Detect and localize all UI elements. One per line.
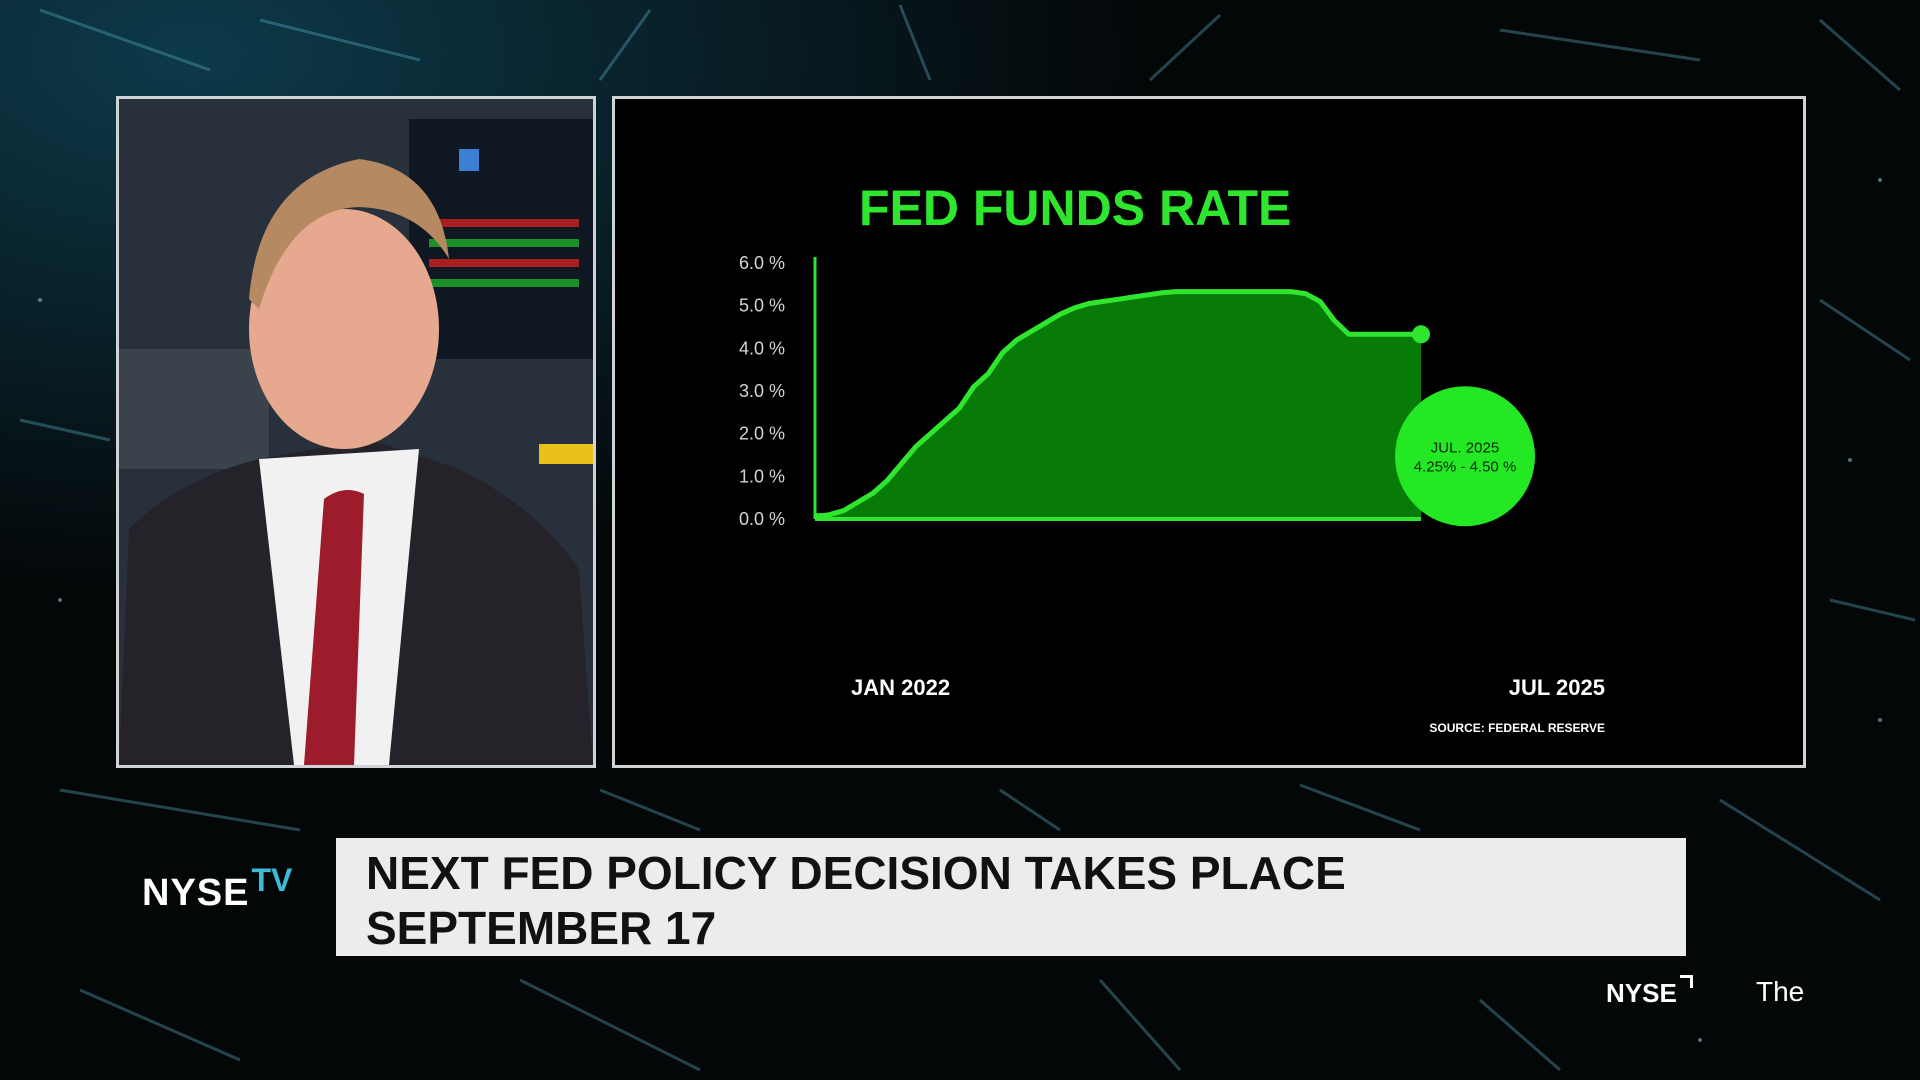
nyse-mini-logo: NYSE — [1606, 975, 1693, 1009]
y-tick-label: 3.0 % — [739, 381, 785, 401]
headline: NEXT FED POLICY DECISION TAKES PLACE SEP… — [366, 846, 1666, 956]
y-tick-label: 1.0 % — [739, 466, 785, 486]
y-tick-label: 2.0 % — [739, 424, 785, 444]
ticker-text: The — [1756, 976, 1805, 1007]
nyse-tv-logo-nyse: NYSE — [142, 872, 250, 914]
end-point-marker — [1412, 325, 1430, 344]
source-note: SOURCE: FEDERAL RESERVE — [1429, 721, 1605, 735]
y-tick-label: 0.0 % — [739, 509, 785, 529]
y-tick-label: 5.0 % — [739, 296, 785, 316]
rate-line — [815, 289, 1421, 519]
fed-funds-chart: FED FUNDS RATE 6.0 % 5.0 % 4.0 % 3.0 % 2.0 %… — [739, 180, 1605, 735]
chart-panel: FED FUNDS RATE 6.0 % 5.0 % 4.0 % 3.0 % 2.0 %… — [612, 96, 1806, 768]
lower-third-banner: NEXT FED POLICY DECISION TAKES PLACE SEP… — [336, 838, 1686, 956]
headline-line-1: NEXT FED POLICY DECISION TAKES PLACE — [366, 847, 1346, 899]
presenter-illustration — [119, 99, 593, 765]
callout-date: JUL. 2025 — [1431, 439, 1499, 456]
y-tick-label: 6.0 % — [739, 253, 785, 273]
headline-line-2: SEPTEMBER 17 — [366, 902, 717, 954]
y-tick-label: 4.0 % — [739, 338, 785, 358]
presenter-video-frame — [116, 96, 596, 768]
x-start-label: JAN 2022 — [851, 675, 950, 700]
x-end-label: JUL 2025 — [1509, 675, 1605, 700]
nyse-tv-logo: NYSETV — [142, 862, 292, 915]
nyse-mini-text: NYSE — [1606, 978, 1677, 1008]
callout-range: 4.25% - 4.50 % — [1414, 458, 1517, 475]
corner-mark-icon — [1679, 975, 1693, 988]
rate-area — [815, 291, 1421, 519]
nyse-tv-logo-tv: TV — [251, 862, 293, 898]
callout-bubble — [1395, 386, 1535, 527]
chart-title: FED FUNDS RATE — [859, 180, 1291, 236]
